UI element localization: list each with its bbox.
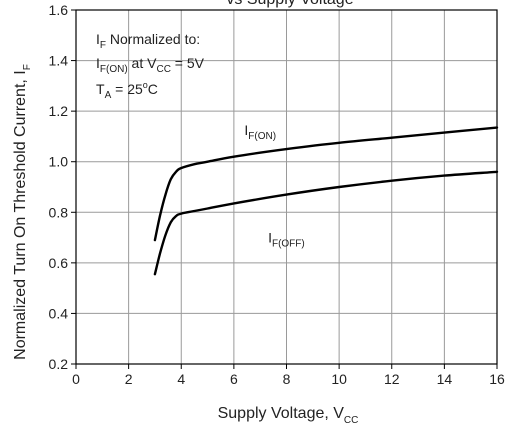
y-tick-label: 0.4 xyxy=(49,305,69,321)
chart-title: vs Supply Voltage xyxy=(226,0,353,8)
x-tick-label: 8 xyxy=(283,371,291,387)
x-tick-label: 6 xyxy=(230,371,238,387)
x-tick-label: 16 xyxy=(489,371,505,387)
y-tick-label: 0.6 xyxy=(49,255,69,271)
x-tick-label: 12 xyxy=(384,371,400,387)
x-tick-label: 4 xyxy=(177,371,185,387)
normalization-annotation: IF Normalized to: IF(ON) at VCC = 5V TA … xyxy=(96,31,205,101)
series-if-on-line xyxy=(153,126,499,242)
y-tick-label: 0.8 xyxy=(49,204,69,220)
annotation-line-2: IF(ON) at VCC = 5V xyxy=(96,55,205,75)
x-tick-label: 14 xyxy=(437,371,453,387)
y-axis-title: Normalized Turn On Threshold Current, IF xyxy=(12,64,33,360)
y-tick-label: 1.6 xyxy=(49,2,69,18)
y-axis: 0.2 0.4 0.6 0.8 1.0 1.2 1.4 1.6 xyxy=(49,2,76,372)
x-tick-label: 10 xyxy=(331,371,347,387)
series-label-if-off: IF(OFF) xyxy=(268,230,305,250)
annotation-line-3: TA = 25oC xyxy=(96,80,158,101)
series-layer xyxy=(153,126,499,276)
series-if-off-line xyxy=(153,170,499,276)
y-tick-label: 0.2 xyxy=(49,356,69,372)
x-tick-label: 2 xyxy=(125,371,133,387)
y-tick-label: 1.0 xyxy=(49,154,69,170)
y-tick-label: 1.4 xyxy=(49,53,69,69)
x-axis-title: Supply Voltage, VCC xyxy=(218,405,359,426)
y-tick-label: 1.2 xyxy=(49,103,69,119)
series-label-if-on: IF(ON) xyxy=(244,122,276,142)
x-tick-label: 0 xyxy=(72,371,80,387)
annotation-line-1: IF Normalized to: xyxy=(96,31,200,51)
x-axis: 0 2 4 6 8 10 12 14 16 xyxy=(72,364,505,387)
